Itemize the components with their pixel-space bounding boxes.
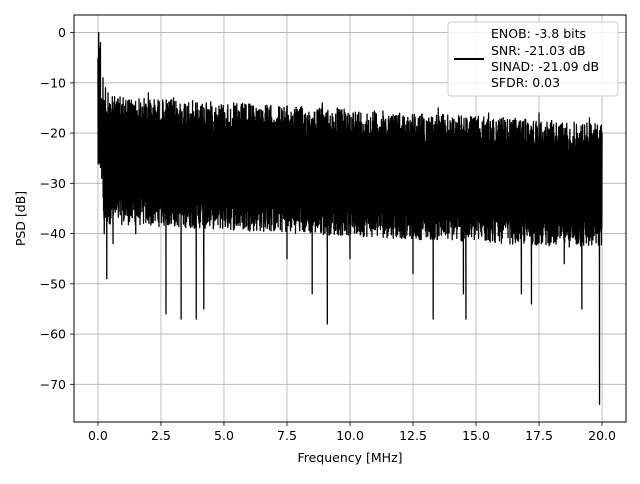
legend-entry-snr: SNR: -21.03 dB — [491, 43, 586, 58]
plot-area — [97, 31, 603, 406]
y-axis-ticks: 0 −10 −20 −30 −40 −50 −60 −70 — [40, 25, 74, 392]
x-tick-label: 0.0 — [88, 428, 108, 443]
y-axis-label: PSD [dB] — [13, 191, 28, 246]
x-tick-label: 10.0 — [336, 428, 364, 443]
y-tick-label: 0 — [58, 25, 66, 40]
y-tick-label: −70 — [40, 377, 66, 392]
x-tick-label: 12.5 — [399, 428, 427, 443]
legend-entry-sinad: SINAD: -21.09 dB — [491, 59, 599, 74]
x-axis-label: Frequency [MHz] — [297, 450, 402, 465]
psd-trace — [97, 31, 603, 406]
legend-entry-sfdr: SFDR: 0.03 — [491, 75, 560, 90]
x-tick-label: 5.0 — [214, 428, 234, 443]
x-tick-label: 17.5 — [525, 428, 553, 443]
y-tick-label: −10 — [40, 75, 66, 90]
x-axis-ticks: 0.0 2.5 5.0 7.5 10.0 12.5 15.0 17.5 20.0 — [88, 422, 616, 443]
y-tick-label: −60 — [40, 327, 66, 342]
x-tick-label: 15.0 — [462, 428, 490, 443]
y-tick-label: −40 — [40, 226, 66, 241]
x-tick-label: 20.0 — [588, 428, 616, 443]
x-tick-label: 2.5 — [151, 428, 171, 443]
y-tick-label: −30 — [40, 176, 66, 191]
y-tick-label: −50 — [40, 276, 66, 291]
x-tick-label: 7.5 — [277, 428, 297, 443]
y-tick-label: −20 — [40, 126, 66, 141]
legend: ENOB: -3.8 bits SNR: -21.03 dB SINAD: -2… — [447, 21, 619, 97]
legend-entry-enob: ENOB: -3.8 bits — [491, 26, 586, 41]
legend-box — [447, 21, 619, 97]
